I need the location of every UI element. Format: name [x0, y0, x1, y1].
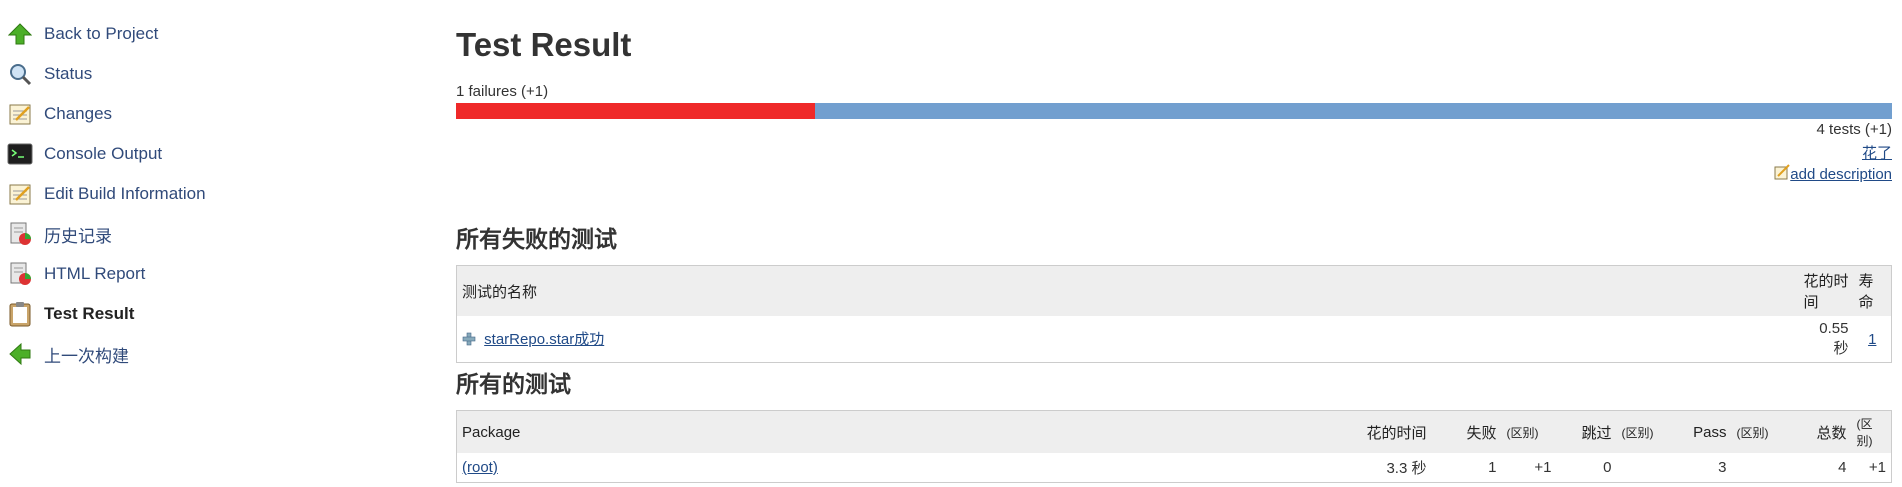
- total-diff: +1: [1868, 459, 1886, 476]
- test-age-cell: 1: [1854, 316, 1892, 363]
- sidebar-item-html-report[interactable]: HTML Report: [6, 254, 306, 294]
- pass-diff: [1732, 453, 1787, 483]
- sidebar-item-label: Back to Project: [44, 24, 159, 43]
- terminal-icon: [6, 140, 34, 168]
- sidebar-item-console-output[interactable]: Console Output: [6, 134, 306, 174]
- sidebar-item-label: Status: [44, 64, 93, 83]
- column-header-duration[interactable]: 花的时间: [1798, 265, 1854, 316]
- test-age-link[interactable]: 1: [1868, 330, 1877, 348]
- table-row: (root) 3.3 秒 1 +1 0 3 4 +1: [457, 453, 1892, 483]
- fail-count: 1: [1488, 459, 1497, 476]
- column-header-total[interactable]: 总数: [1786, 410, 1852, 453]
- column-header-pass[interactable]: Pass: [1671, 410, 1732, 453]
- total-count: 4: [1838, 459, 1847, 476]
- all-tests-table: Package 花的时间 失败 (区别) 跳过 (区别) Pass (区别) 总…: [456, 410, 1892, 483]
- column-header-age[interactable]: 寿命: [1853, 265, 1892, 316]
- report-icon: [6, 220, 34, 248]
- test-duration: 0.55 秒: [1819, 320, 1849, 357]
- fail-diff: +1: [1534, 459, 1552, 476]
- all-tests-heading: 所有的测试: [456, 371, 571, 397]
- notepad-icon: [6, 180, 34, 208]
- sidebar-item-label: Test Result: [44, 304, 135, 323]
- add-description[interactable]: add description: [1774, 164, 1892, 184]
- package-duration: 3.3 秒: [1386, 460, 1427, 477]
- sidebar-item-edit-build-information[interactable]: Edit Build Information: [6, 174, 306, 214]
- column-header-name[interactable]: 测试的名称: [456, 265, 1799, 316]
- table-row: starRepo.star成功 0.55 秒 1: [457, 316, 1892, 363]
- sidebar: Back to Project Status Changes Console O…: [6, 14, 306, 374]
- sidebar-item-label: Console Output: [44, 144, 163, 163]
- sidebar-item-label: HTML Report: [44, 264, 146, 283]
- expand-plus-icon[interactable]: [462, 332, 476, 350]
- report-icon: [6, 260, 34, 288]
- left-arrow-icon: [6, 340, 34, 368]
- table-header-row: Package 花的时间 失败 (区别) 跳过 (区别) Pass (区别) 总…: [456, 410, 1892, 453]
- skip-count: 0: [1603, 459, 1612, 476]
- add-description-link[interactable]: add description: [1790, 165, 1892, 183]
- column-header-skip[interactable]: 跳过: [1556, 410, 1617, 453]
- page-title: Test Result: [456, 26, 632, 63]
- notepad-icon: [6, 100, 34, 128]
- sidebar-item-history[interactable]: 历史记录: [6, 214, 306, 254]
- sidebar-item-back-to-project[interactable]: Back to Project: [6, 14, 306, 54]
- skip-diff: [1617, 453, 1672, 483]
- failure-bar-segment: [456, 103, 815, 119]
- failure-summary: 1 failures (+1): [456, 83, 549, 100]
- test-name-cell: starRepo.star成功: [457, 316, 1799, 363]
- clipboard-icon: [6, 300, 34, 328]
- sidebar-item-label: 历史记录: [44, 226, 112, 246]
- duration-link[interactable]: 花了: [1861, 145, 1892, 162]
- tests-summary: 4 tests (+1): [1816, 121, 1892, 138]
- pass-count: 3: [1718, 459, 1727, 476]
- column-header-pass-diff: (区别): [1731, 410, 1787, 453]
- column-header-duration[interactable]: 花的时间: [1331, 410, 1432, 453]
- table-header-row: 测试的名称 花的时间 寿命: [456, 265, 1892, 316]
- sidebar-item-status[interactable]: Status: [6, 54, 306, 94]
- column-header-skip-diff: (区别): [1616, 410, 1672, 453]
- test-progress-bar: [456, 103, 1892, 119]
- column-header-package[interactable]: Package: [456, 410, 1332, 453]
- column-header-fail[interactable]: 失败: [1431, 410, 1502, 453]
- sidebar-item-previous-build[interactable]: 上一次构建: [6, 334, 306, 374]
- sidebar-item-changes[interactable]: Changes: [6, 94, 306, 134]
- package-link[interactable]: (root): [462, 459, 498, 476]
- failed-tests-table: 测试的名称 花的时间 寿命 starRepo.star成功 0.55 秒 1: [456, 265, 1892, 363]
- magnifier-icon: [6, 60, 34, 88]
- edit-note-icon: [1774, 164, 1790, 184]
- up-arrow-icon: [6, 20, 34, 48]
- column-header-total-diff: (区别): [1851, 410, 1892, 453]
- sidebar-item-label: Edit Build Information: [44, 184, 206, 203]
- test-name-link[interactable]: starRepo.star成功: [484, 331, 605, 349]
- failed-tests-heading: 所有失败的测试: [456, 226, 617, 252]
- sidebar-item-test-result[interactable]: Test Result: [6, 294, 306, 334]
- package-cell: (root): [457, 453, 1332, 483]
- sidebar-item-label: Changes: [44, 104, 113, 123]
- column-header-fail-diff: (区别): [1501, 410, 1557, 453]
- sidebar-item-label: 上一次构建: [44, 346, 129, 366]
